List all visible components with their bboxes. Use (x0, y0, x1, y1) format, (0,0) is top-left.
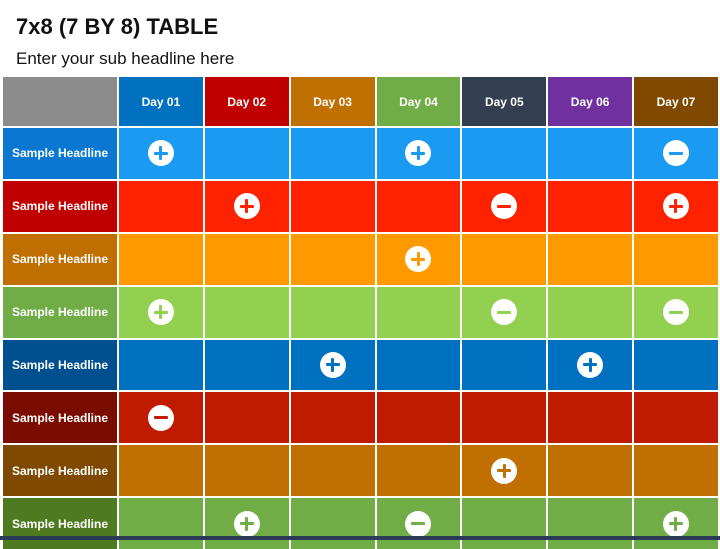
minus-circle-icon (147, 404, 174, 431)
table-cell (119, 445, 203, 497)
plus-circle-icon (662, 193, 689, 220)
table-cell (290, 180, 375, 232)
table-cell (548, 392, 633, 444)
minus-circle-icon (405, 510, 432, 537)
table-corner-cell (3, 77, 117, 126)
table-cell (204, 180, 289, 232)
table-cell (204, 286, 289, 338)
table-cell (634, 498, 718, 549)
minus-circle-icon (491, 299, 518, 326)
bottom-accent-bar (0, 536, 720, 540)
page-title: 7x8 (7 BY 8) TABLE (16, 14, 219, 39)
table-cell (548, 128, 633, 179)
table-cell (548, 233, 633, 285)
schedule-table: Day 01 Day 02 Day 03 Day 04 Day 05 Day 06 Day … (3, 77, 718, 549)
table-cell (462, 498, 547, 549)
column-header-day-5: Day 05 (462, 77, 547, 126)
row-header: Sample Headline (3, 233, 117, 285)
table-cell (376, 445, 461, 497)
table-cell (462, 180, 547, 232)
table-cell (462, 128, 547, 179)
table-cell (290, 128, 375, 179)
plus-circle-icon (147, 140, 174, 167)
minus-circle-icon (662, 299, 689, 326)
table-cell (548, 339, 633, 391)
row-header: Sample Headline (3, 180, 117, 232)
table-cell (376, 286, 461, 338)
table-cell (290, 498, 375, 549)
table-cell (204, 445, 289, 497)
column-header-day-2: Day 02 (204, 77, 289, 126)
page-subtitle: Enter your sub headline here (16, 49, 235, 68)
column-header-day-7: Day 07 (634, 77, 718, 126)
table-cell (204, 392, 289, 444)
minus-circle-icon (662, 140, 689, 167)
table-cell (462, 392, 547, 444)
table-cell (634, 286, 718, 338)
table-cell (548, 498, 633, 549)
table-cell (119, 233, 203, 285)
table-cell (119, 180, 203, 232)
table-cell (290, 339, 375, 391)
table-cell (634, 445, 718, 497)
row-header: Sample Headline (3, 286, 117, 338)
table-cell (462, 339, 547, 391)
table-cell (376, 233, 461, 285)
table-cell (462, 286, 547, 338)
table-cell (204, 339, 289, 391)
table-cell (119, 392, 203, 444)
plus-circle-icon (405, 246, 432, 273)
column-header-day-6: Day 06 (548, 77, 633, 126)
row-header: Sample Headline (3, 128, 117, 179)
table-cell (290, 445, 375, 497)
plus-circle-icon (577, 351, 604, 378)
table-cell (290, 233, 375, 285)
plus-circle-icon (405, 140, 432, 167)
table-cell (634, 339, 718, 391)
table-cell (119, 498, 203, 549)
table-cell (204, 233, 289, 285)
table-cell (204, 498, 289, 549)
plus-circle-icon (233, 193, 260, 220)
table-cell (204, 128, 289, 179)
minus-circle-icon (491, 193, 518, 220)
plus-circle-icon (662, 510, 689, 537)
table-cell (634, 233, 718, 285)
table-cell (462, 445, 547, 497)
table-cell (548, 180, 633, 232)
column-header-day-1: Day 01 (119, 77, 203, 126)
table-cell (119, 128, 203, 179)
table-cell (376, 128, 461, 179)
column-header-day-4: Day 04 (376, 77, 461, 126)
table-cell (634, 180, 718, 232)
row-header: Sample Headline (3, 445, 117, 497)
plus-circle-icon (319, 351, 346, 378)
table-cell (290, 392, 375, 444)
table-cell (634, 392, 718, 444)
table-cell (376, 180, 461, 232)
table-cell (462, 233, 547, 285)
table-cell (376, 339, 461, 391)
plus-circle-icon (147, 299, 174, 326)
table-cell (548, 286, 633, 338)
table-cell (634, 128, 718, 179)
table-cell (548, 445, 633, 497)
plus-circle-icon (233, 510, 260, 537)
row-header: Sample Headline (3, 339, 117, 391)
plus-circle-icon (491, 457, 518, 484)
row-header: Sample Headline (3, 392, 117, 444)
table-cell (119, 339, 203, 391)
table-cell (290, 286, 375, 338)
table-cell (119, 286, 203, 338)
column-header-day-3: Day 03 (290, 77, 375, 126)
table-cell (376, 498, 461, 549)
table-cell (376, 392, 461, 444)
row-header: Sample Headline (3, 498, 117, 549)
